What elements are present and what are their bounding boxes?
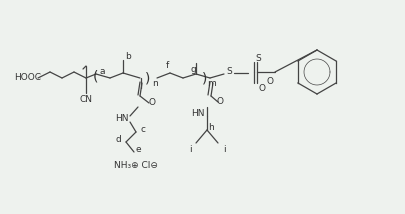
Text: n: n bbox=[152, 79, 158, 88]
Text: O: O bbox=[258, 83, 265, 92]
Text: HN: HN bbox=[191, 108, 204, 117]
Text: b: b bbox=[125, 52, 130, 61]
Text: i: i bbox=[188, 146, 191, 155]
Text: h: h bbox=[208, 123, 213, 132]
Text: O: O bbox=[148, 98, 155, 107]
Text: CN: CN bbox=[79, 95, 92, 104]
Text: HOOC: HOOC bbox=[14, 73, 41, 83]
Text: e: e bbox=[135, 146, 141, 155]
Text: NH₃⊕ Cl⊖: NH₃⊕ Cl⊖ bbox=[114, 160, 158, 169]
Text: S: S bbox=[226, 67, 231, 76]
Text: d: d bbox=[115, 135, 121, 144]
Text: i: i bbox=[222, 146, 225, 155]
Text: f: f bbox=[165, 61, 168, 70]
Text: O: O bbox=[266, 77, 273, 86]
Text: (: ( bbox=[93, 69, 98, 83]
Text: m: m bbox=[207, 79, 216, 88]
Text: ): ) bbox=[202, 71, 207, 85]
Text: HN: HN bbox=[115, 113, 128, 122]
Text: O: O bbox=[216, 97, 223, 106]
Text: S: S bbox=[254, 54, 260, 62]
Text: c: c bbox=[140, 125, 145, 135]
Text: g: g bbox=[190, 65, 195, 74]
Text: ): ) bbox=[145, 71, 150, 85]
Text: a: a bbox=[99, 67, 104, 76]
